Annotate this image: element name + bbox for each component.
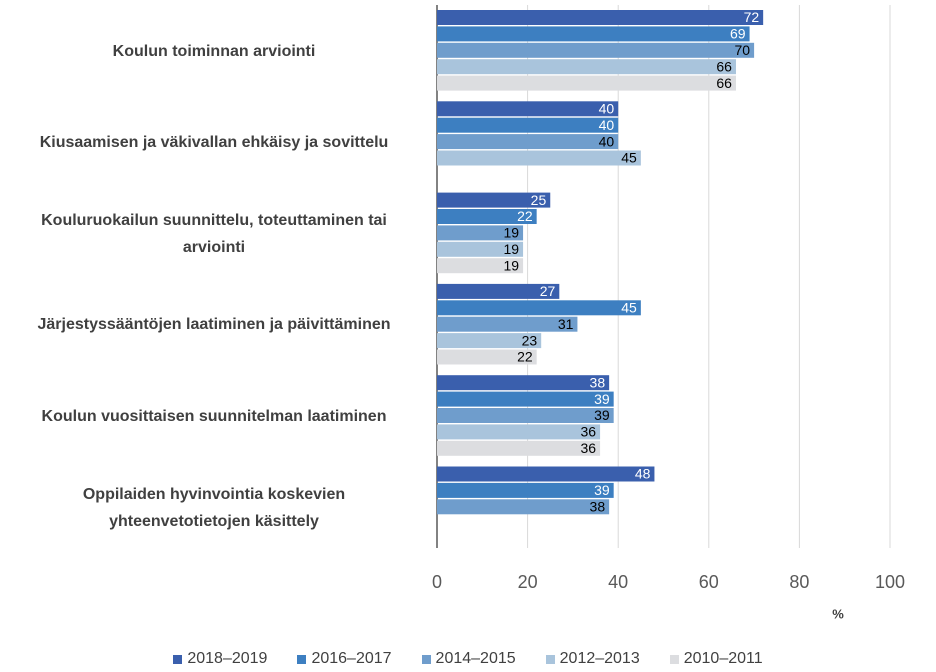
data-label: 38 (590, 499, 606, 515)
data-label: 40 (599, 117, 615, 133)
category-label: Kouluruokailun suunnittelu, toteuttamine… (41, 211, 387, 256)
bar (437, 316, 578, 332)
bar (437, 134, 619, 150)
data-label: 45 (621, 300, 637, 316)
category-label: Kiusaamisen ja väkivallan ehkäisy ja sov… (39, 133, 389, 151)
data-label: 36 (581, 440, 597, 456)
x-tick-label: 20 (518, 572, 538, 592)
bar (437, 117, 619, 133)
data-label: 72 (744, 9, 760, 25)
data-label: 45 (621, 150, 637, 166)
data-label: 19 (503, 257, 519, 273)
legend-label: 2016–2017 (311, 650, 392, 667)
bar (437, 59, 736, 75)
data-label: 38 (590, 374, 606, 390)
data-label: 27 (540, 283, 556, 299)
bar (437, 300, 641, 316)
legend-label: 2010–2011 (683, 650, 763, 667)
data-label: 22 (517, 349, 533, 365)
x-tick-label: 60 (699, 572, 719, 592)
data-label: 39 (594, 482, 610, 498)
bar (437, 225, 524, 241)
data-label: 69 (730, 26, 746, 42)
bar (437, 482, 614, 498)
bar (437, 283, 560, 299)
legend-item: 2012–2013 (545, 650, 640, 668)
legend-item: 2016–2017 (297, 650, 392, 668)
bar (437, 258, 524, 274)
bar (437, 408, 614, 423)
legend-swatch (297, 654, 307, 664)
category-label: Oppilaiden hyvinvointia koskevien yhteen… (82, 485, 346, 530)
data-label: 19 (503, 225, 519, 241)
bar (437, 26, 750, 42)
category-label: Järjestyssääntöjen laatiminen ja päivitt… (37, 316, 391, 334)
x-tick-label: 40 (608, 572, 628, 592)
data-label: 39 (594, 391, 610, 407)
data-label: 22 (517, 208, 533, 224)
data-label: 40 (599, 133, 615, 149)
legend-label: 2014–2015 (435, 650, 516, 667)
bar (437, 101, 619, 117)
bar (437, 333, 542, 349)
bar (437, 424, 601, 440)
bar (437, 241, 524, 257)
legend-item: 2018–2019 (173, 650, 267, 668)
legend-item: 2014–2015 (421, 650, 516, 668)
legend: 2018–2019 2016–2017 2014–2015 2012–2013 2010… (0, 650, 936, 668)
legend-label: 2018–2019 (187, 650, 268, 667)
bar (437, 192, 551, 208)
legend-swatch (173, 654, 183, 664)
legend-swatch (545, 654, 555, 664)
data-label: 23 (522, 332, 538, 348)
bar (437, 150, 641, 166)
data-label: 66 (716, 75, 732, 91)
bar (437, 349, 537, 365)
bar (437, 75, 736, 91)
bar (437, 209, 537, 224)
x-axis-label: % (832, 606, 844, 621)
data-label: 70 (735, 42, 751, 58)
x-tick-label: 100 (875, 572, 905, 592)
bar (437, 499, 610, 515)
legend-swatch (421, 654, 431, 664)
data-label: 25 (531, 192, 547, 208)
x-tick-label: 80 (789, 572, 809, 592)
data-label: 66 (716, 58, 732, 74)
data-label: 40 (599, 101, 615, 117)
legend-label: 2012–2013 (559, 650, 640, 667)
bar (437, 466, 655, 482)
bar (437, 42, 755, 58)
bar (437, 10, 764, 25)
x-tick-label: 0 (432, 572, 442, 592)
data-label: 39 (594, 407, 610, 423)
data-label: 19 (503, 241, 519, 257)
category-label: Koulun toiminnan arviointi (112, 42, 316, 60)
legend-item: 2010–2011 (669, 650, 763, 668)
bar (437, 375, 610, 391)
legend-swatch (669, 654, 679, 664)
category-label: Koulun vuosittaisen suunnitelman laatimi… (41, 407, 387, 425)
bar (437, 391, 614, 407)
data-label: 31 (558, 316, 574, 332)
data-label: 48 (635, 466, 651, 482)
data-label: 36 (581, 424, 597, 440)
bar (437, 440, 601, 456)
